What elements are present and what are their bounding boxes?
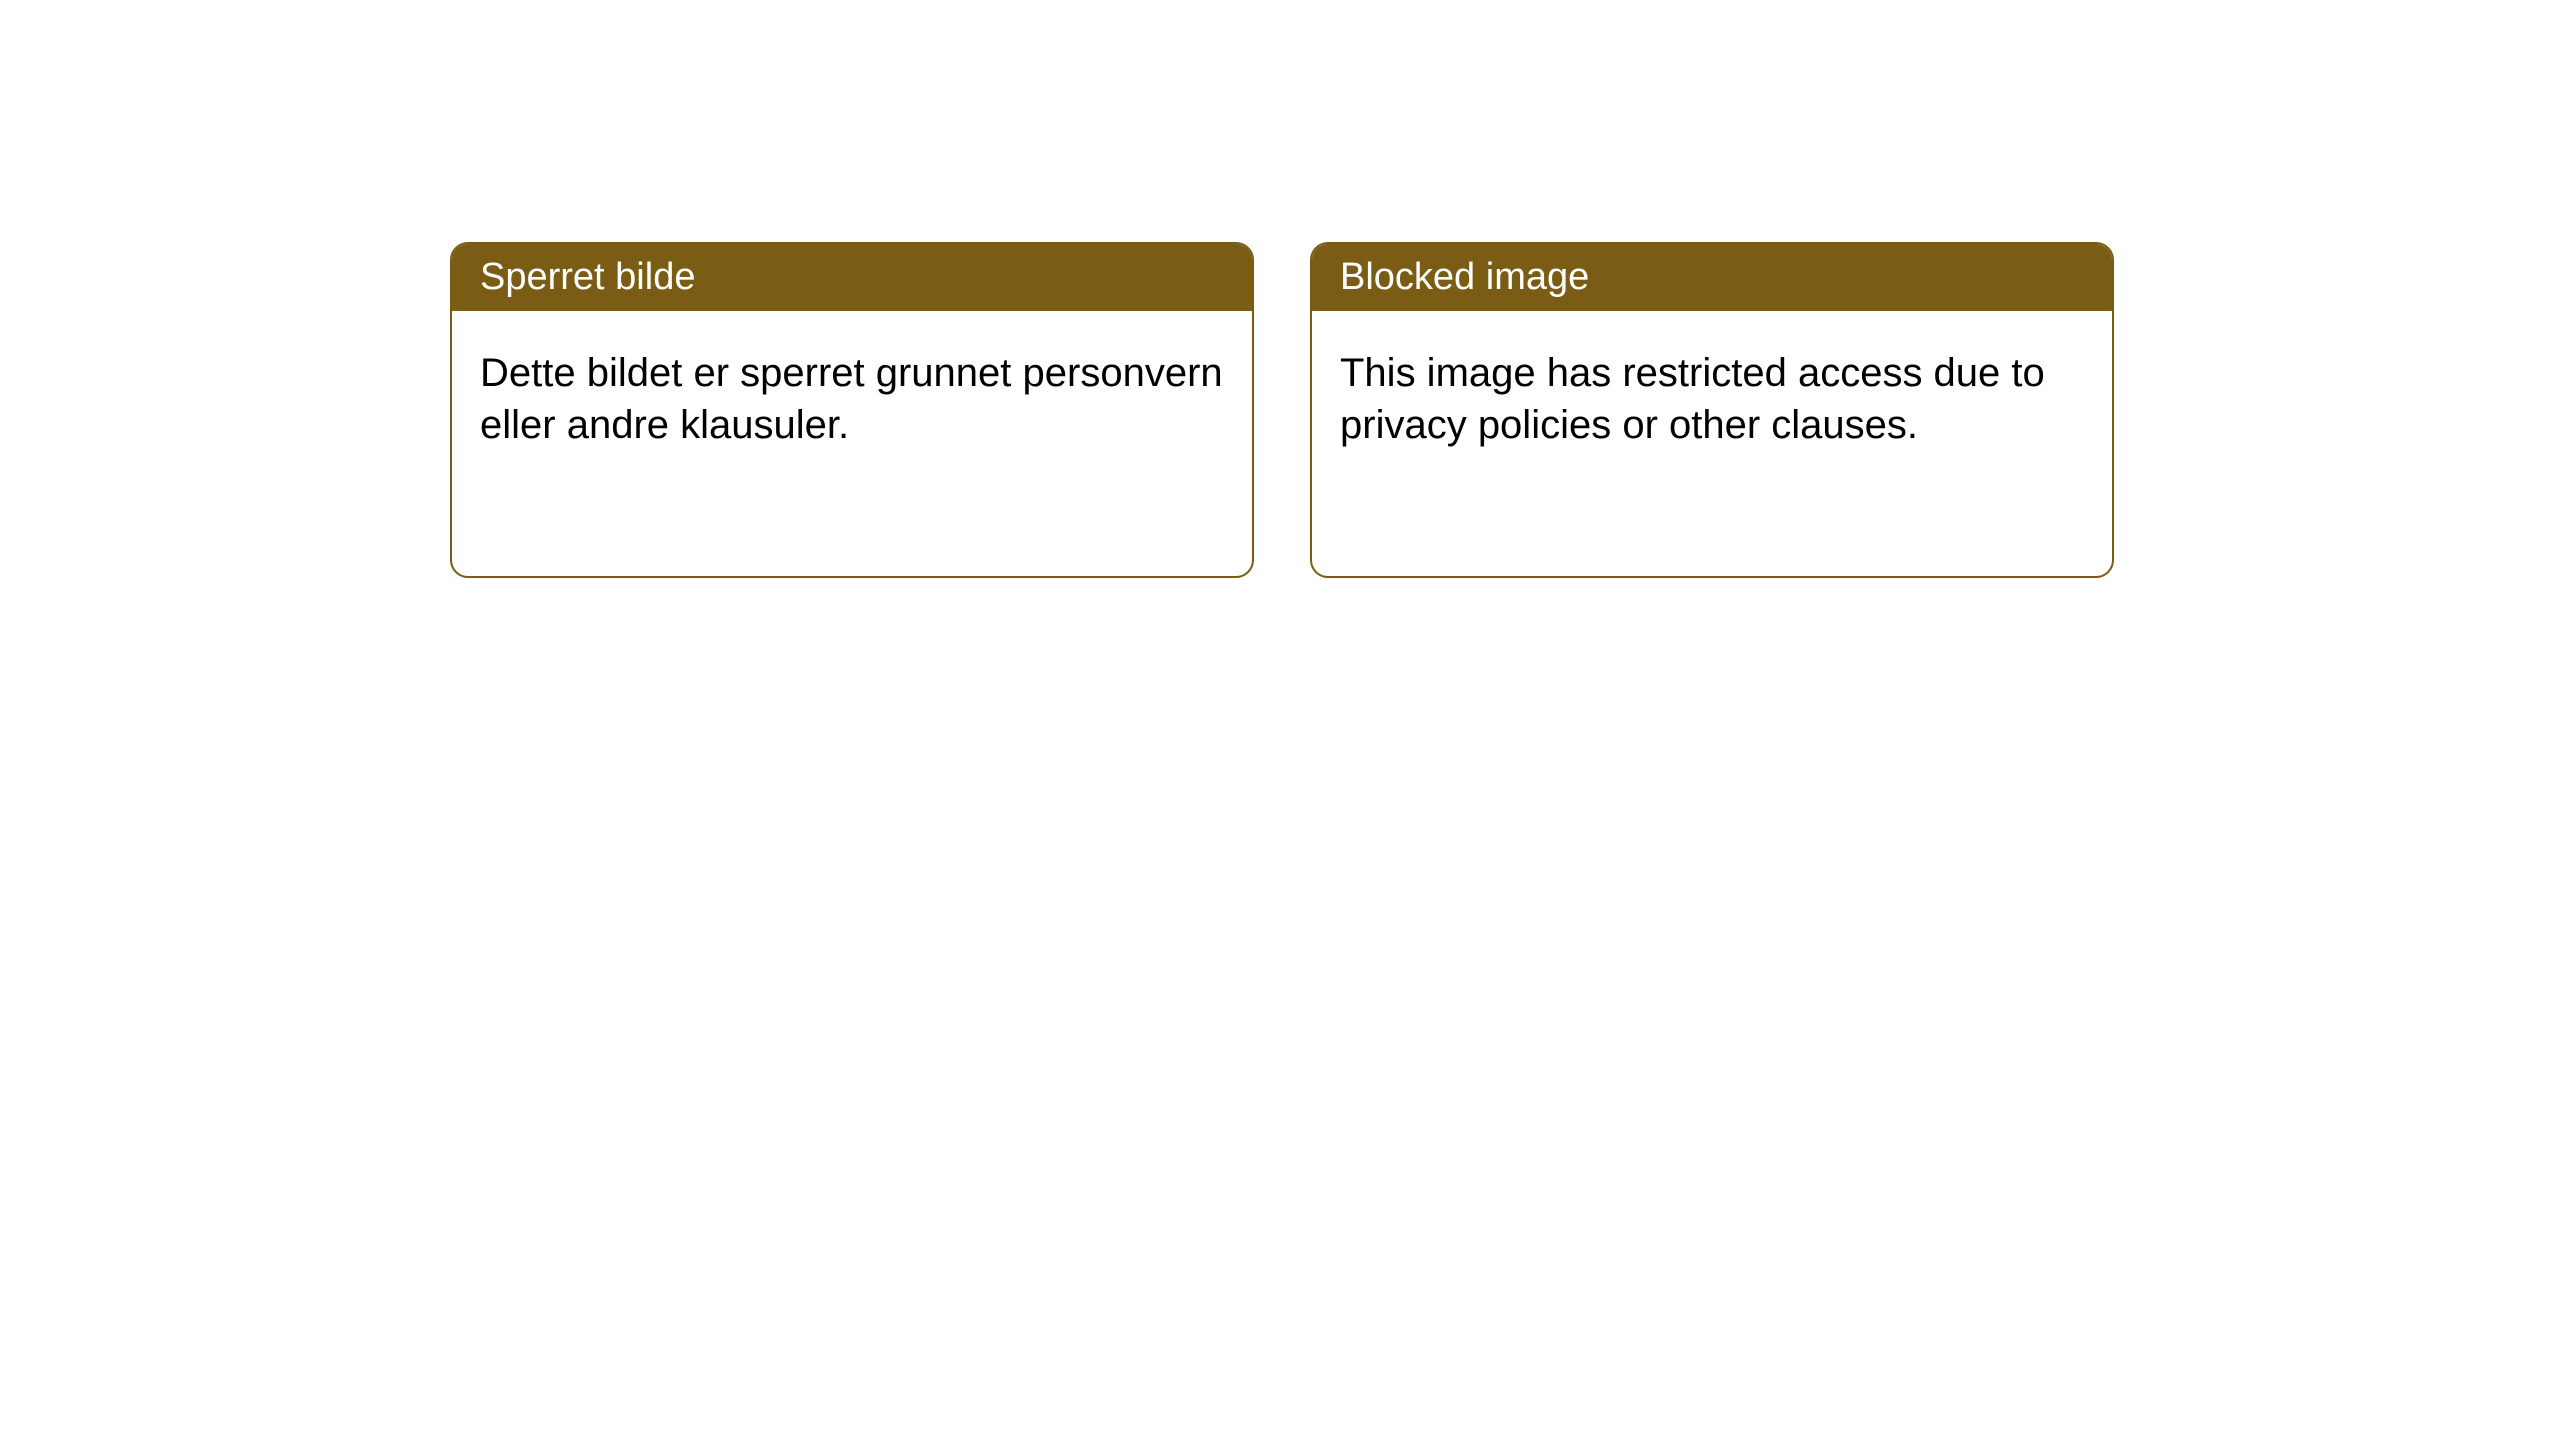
notice-card-text: Dette bildet er sperret grunnet personve… [480, 351, 1223, 447]
notice-container: Sperret bilde Dette bildet er sperret gr… [0, 0, 2560, 578]
notice-card-body: This image has restricted access due to … [1312, 311, 2112, 487]
notice-card-header: Sperret bilde [452, 244, 1252, 311]
notice-card-title: Sperret bilde [480, 256, 695, 298]
notice-card-body: Dette bildet er sperret grunnet personve… [452, 311, 1252, 487]
notice-card-norwegian: Sperret bilde Dette bildet er sperret gr… [450, 242, 1254, 578]
notice-card-header: Blocked image [1312, 244, 2112, 311]
notice-card-title: Blocked image [1340, 256, 1589, 298]
notice-card-english: Blocked image This image has restricted … [1310, 242, 2114, 578]
notice-card-text: This image has restricted access due to … [1340, 351, 2045, 447]
